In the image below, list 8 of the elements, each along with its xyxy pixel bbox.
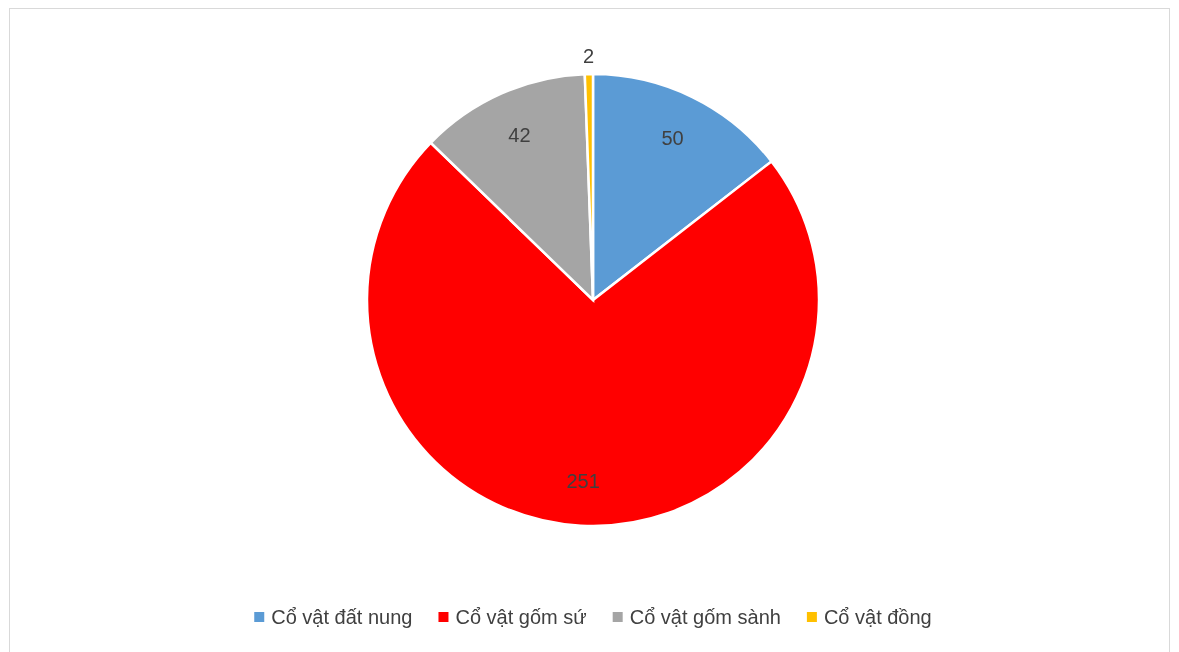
- data-label: 2: [582, 45, 595, 68]
- legend-label: Cổ vật gốm sành: [629, 606, 781, 628]
- legend-label: Cổ vật đồng: [823, 606, 932, 628]
- legend-label: Cổ vật gốm sứ: [455, 606, 587, 628]
- data-label: 251: [566, 469, 600, 492]
- data-label: 42: [508, 123, 531, 146]
- legend-label: Cổ vật đất nung: [271, 606, 413, 628]
- data-label: 50: [661, 126, 684, 149]
